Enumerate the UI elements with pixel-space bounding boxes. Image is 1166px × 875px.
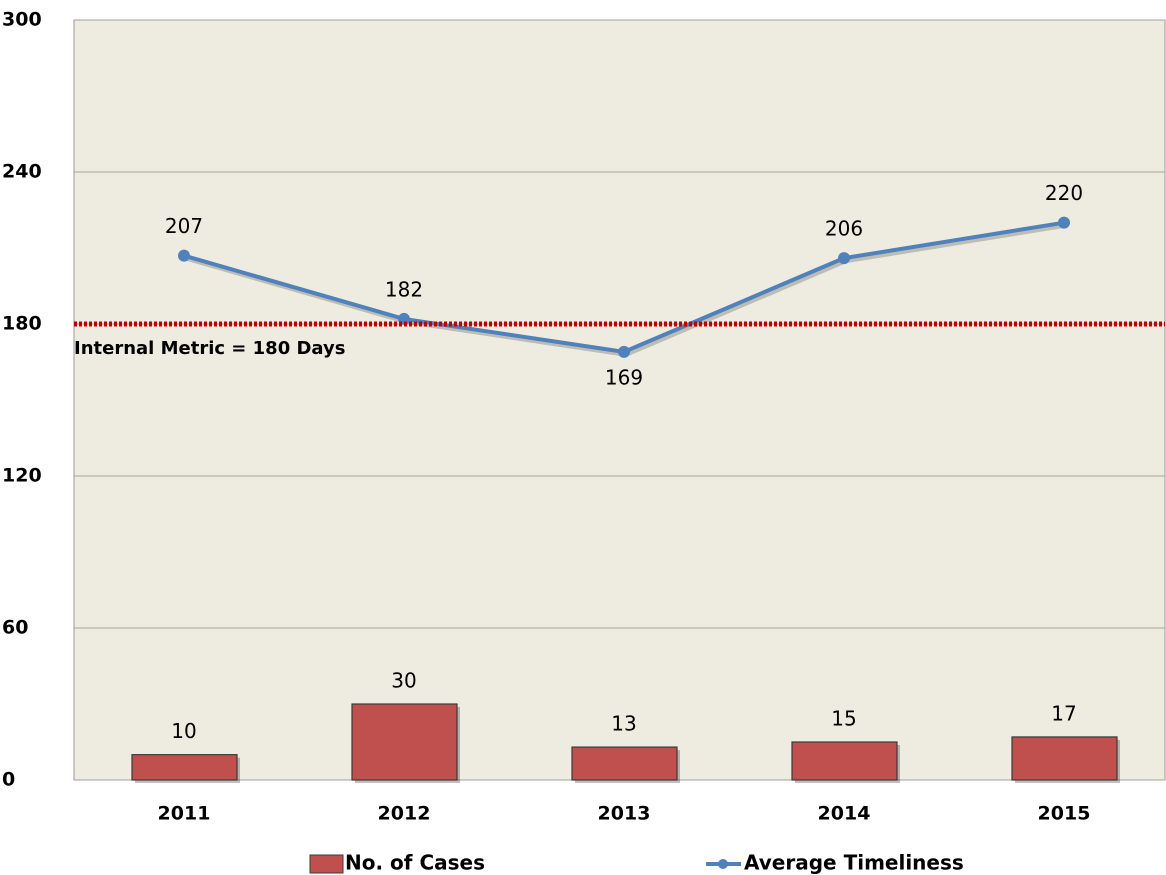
data-label: 13: [611, 712, 636, 736]
x-tick-label: 2015: [1038, 803, 1091, 825]
x-tick-label: 2014: [818, 803, 871, 825]
data-label: 207: [165, 214, 203, 238]
data-label: 17: [1051, 701, 1076, 725]
data-label: 30: [391, 669, 416, 693]
bar: [351, 703, 458, 781]
line-point: [618, 345, 630, 358]
bar: [131, 754, 238, 781]
reference-label: Internal Metric = 180 Days: [74, 338, 345, 359]
plot-area: [73, 19, 1166, 781]
bar: [1011, 736, 1118, 781]
data-label: 169: [605, 365, 643, 389]
data-label: 206: [825, 217, 863, 241]
legend-label: No. of Cases: [345, 851, 485, 875]
data-label: 10: [171, 719, 196, 743]
legend-swatch: [309, 854, 344, 874]
x-tick-label: 2013: [598, 803, 651, 825]
data-label: 182: [385, 277, 423, 301]
y-tick-label: 300: [2, 9, 42, 31]
legend-label: Average Timeliness: [744, 851, 964, 875]
data-label: 15: [831, 707, 856, 731]
y-tick-label: 0: [2, 769, 15, 791]
y-tick-label: 60: [2, 617, 28, 639]
y-tick-label: 180: [2, 313, 42, 335]
line-point: [838, 252, 850, 265]
y-tick-label: 120: [2, 465, 42, 487]
bar: [571, 746, 678, 781]
y-tick-label: 240: [2, 161, 42, 183]
x-tick-label: 2012: [378, 803, 431, 825]
line-point: [1058, 216, 1070, 229]
bar: [791, 741, 898, 781]
legend-swatch: [718, 859, 728, 869]
x-tick-label: 2011: [158, 803, 211, 825]
data-label: 220: [1045, 181, 1083, 205]
line-point: [178, 249, 190, 262]
